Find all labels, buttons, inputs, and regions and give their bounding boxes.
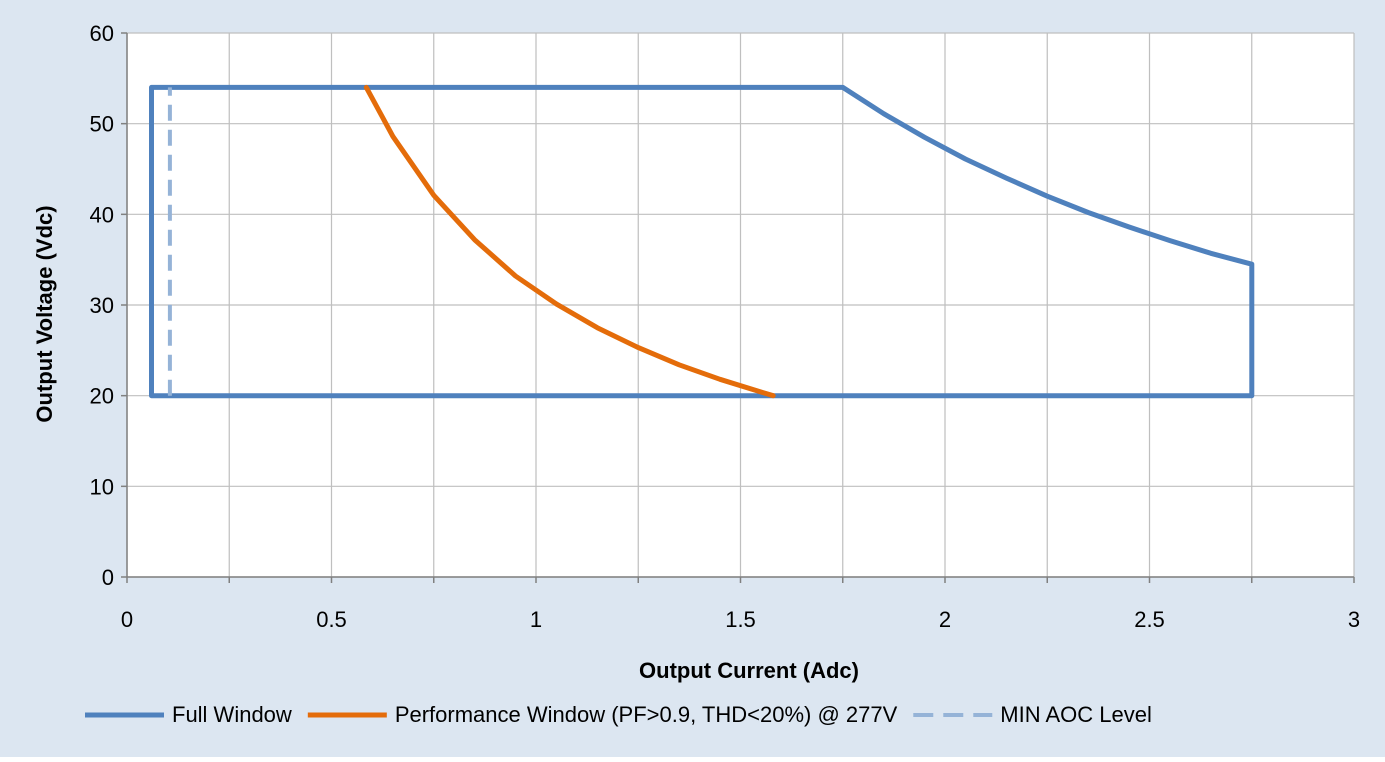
x-tick-label: 1.5 — [725, 607, 756, 632]
y-axis-title: Output Voltage (Vdc) — [32, 205, 57, 422]
x-tick-label: 0 — [121, 607, 133, 632]
series-performance-window-pf-0-9-thd-20-277v — [363, 84, 776, 399]
y-tick-label: 40 — [90, 202, 114, 227]
y-tick-label: 10 — [90, 474, 114, 499]
legend-label-min-aoc-level: MIN AOC Level — [1000, 702, 1152, 727]
x-tick-label: 1 — [530, 607, 542, 632]
y-tick-label: 20 — [90, 384, 114, 409]
x-axis-title: Output Current (Adc) — [639, 658, 859, 683]
x-tick-label: 2 — [939, 607, 951, 632]
y-tick-label: 60 — [90, 21, 114, 46]
series-full-window — [149, 84, 1255, 399]
x-tick-label: 2.5 — [1134, 607, 1165, 632]
y-tick-label: 0 — [102, 565, 114, 590]
y-tick-label: 30 — [90, 293, 114, 318]
legend-label-performance-window-pf-0-9-thd-20-277v: Performance Window (PF>0.9, THD<20%) @ 2… — [395, 702, 898, 727]
legend-label-full-window: Full Window — [172, 702, 292, 727]
x-tick-label: 0.5 — [316, 607, 347, 632]
series-lines — [149, 84, 1255, 399]
x-tick-label: 3 — [1348, 607, 1360, 632]
legend: Full Window Performance Window (PF>0.9, T… — [85, 702, 1152, 727]
y-tick-label: 50 — [90, 112, 114, 137]
